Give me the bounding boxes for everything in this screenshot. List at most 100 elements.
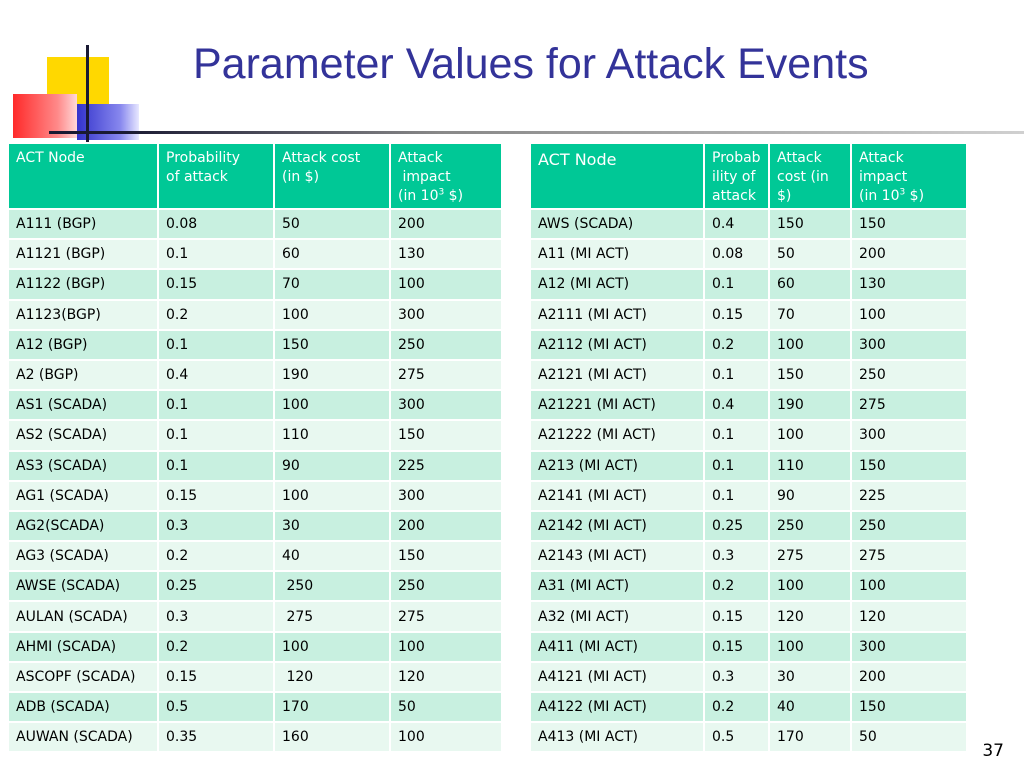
cell-cost: 110 bbox=[770, 451, 850, 480]
cell-node: AG3 (SCADA) bbox=[9, 542, 157, 571]
cell-probability: 0.3 bbox=[159, 511, 273, 541]
cell-cost: 170 bbox=[770, 723, 850, 752]
cell-cost: 150 bbox=[275, 330, 389, 359]
cell-impact: 150 bbox=[852, 451, 966, 480]
cell-node: AHMI (SCADA) bbox=[9, 632, 157, 661]
cell-probability: 0.4 bbox=[705, 391, 768, 420]
cell-probability: 0.25 bbox=[705, 511, 768, 541]
cell-probability: 0.5 bbox=[705, 723, 768, 752]
table-row: AHMI (SCADA) 0.2 100 100 bbox=[9, 632, 501, 661]
cell-node: ADB (SCADA) bbox=[9, 693, 157, 722]
cell-probability: 0.1 bbox=[159, 421, 273, 450]
cell-probability: 0.08 bbox=[705, 240, 768, 269]
table-row: A2 (BGP) 0.4 190 275 bbox=[9, 360, 501, 390]
cell-node: A2112 (MI ACT) bbox=[531, 330, 703, 359]
cell-probability: 0.1 bbox=[705, 270, 768, 299]
cell-cost: 100 bbox=[770, 632, 850, 661]
cell-impact: 275 bbox=[391, 602, 501, 631]
cell-probability: 0.1 bbox=[159, 391, 273, 420]
cell-probability: 0.3 bbox=[159, 602, 273, 631]
cell-cost: 150 bbox=[770, 360, 850, 390]
table-row: A2121 (MI ACT) 0.1 150 250 bbox=[531, 360, 966, 390]
cell-node: AG1 (SCADA) bbox=[9, 481, 157, 510]
table-row: A12 (MI ACT) 0.1 60 130 bbox=[531, 270, 966, 299]
cell-cost: 250 bbox=[770, 511, 850, 541]
left-header-attack-cost: Attack cost (in $) bbox=[275, 144, 389, 208]
cell-impact: 250 bbox=[391, 330, 501, 359]
cell-impact: 120 bbox=[852, 602, 966, 631]
cell-cost: 90 bbox=[275, 451, 389, 480]
cell-cost: 70 bbox=[770, 300, 850, 329]
title-divider-line bbox=[49, 131, 1024, 134]
table-row: A111 (BGP) 0.08 50 200 bbox=[9, 210, 501, 239]
cell-probability: 0.4 bbox=[159, 360, 273, 390]
table-row: A213 (MI ACT) 0.1 110 150 bbox=[531, 451, 966, 480]
cell-node: A32 (MI ACT) bbox=[531, 602, 703, 631]
cell-node: AS3 (SCADA) bbox=[9, 451, 157, 480]
table-row: A1121 (BGP) 0.1 60 130 bbox=[9, 240, 501, 269]
table-row: AS3 (SCADA) 0.1 90 225 bbox=[9, 451, 501, 480]
cell-cost: 60 bbox=[275, 240, 389, 269]
slide-title: Parameter Values for Attack Events bbox=[193, 40, 869, 88]
cell-impact: 120 bbox=[391, 662, 501, 691]
table-row: AWS (SCADA) 0.4 150 150 bbox=[531, 210, 966, 239]
cell-impact: 150 bbox=[852, 693, 966, 722]
table-row: A2143 (MI ACT) 0.3 275 275 bbox=[531, 542, 966, 571]
cell-probability: 0.1 bbox=[705, 360, 768, 390]
cell-impact: 100 bbox=[852, 300, 966, 329]
cell-cost: 100 bbox=[770, 572, 850, 601]
cell-probability: 0.35 bbox=[159, 723, 273, 752]
table-row: ASCOPF (SCADA) 0.15 120 120 bbox=[9, 662, 501, 691]
cell-probability: 0.5 bbox=[159, 693, 273, 722]
cell-cost: 120 bbox=[770, 602, 850, 631]
cell-cost: 40 bbox=[275, 542, 389, 571]
cell-node: A12 (MI ACT) bbox=[531, 270, 703, 299]
cell-probability: 0.15 bbox=[159, 662, 273, 691]
cell-cost: 100 bbox=[275, 632, 389, 661]
cell-probability: 0.08 bbox=[159, 210, 273, 239]
cell-probability: 0.2 bbox=[705, 330, 768, 359]
cell-impact: 150 bbox=[391, 542, 501, 571]
cell-cost: 70 bbox=[275, 270, 389, 299]
cell-impact: 275 bbox=[391, 360, 501, 390]
cell-impact: 300 bbox=[852, 330, 966, 359]
cell-probability: 0.2 bbox=[705, 693, 768, 722]
cell-probability: 0.2 bbox=[159, 300, 273, 329]
table-row: A2112 (MI ACT) 0.2 100 300 bbox=[531, 330, 966, 359]
page-number: 37 bbox=[982, 741, 1004, 761]
cell-impact: 225 bbox=[852, 481, 966, 510]
table-row: A11 (MI ACT) 0.08 50 200 bbox=[531, 240, 966, 269]
cell-node: AULAN (SCADA) bbox=[9, 602, 157, 631]
cell-node: A2143 (MI ACT) bbox=[531, 542, 703, 571]
cell-node: A411 (MI ACT) bbox=[531, 632, 703, 661]
right-header-attack-impact: Attack impact (in 103 $) bbox=[852, 144, 966, 208]
cell-node: A12 (BGP) bbox=[9, 330, 157, 359]
cell-node: A213 (MI ACT) bbox=[531, 451, 703, 480]
cell-impact: 250 bbox=[852, 511, 966, 541]
cell-cost: 170 bbox=[275, 693, 389, 722]
cell-impact: 200 bbox=[852, 662, 966, 691]
cell-cost: 40 bbox=[770, 693, 850, 722]
cell-impact: 150 bbox=[852, 210, 966, 239]
table-row: AULAN (SCADA) 0.3 275 275 bbox=[9, 602, 501, 631]
cell-probability: 0.1 bbox=[159, 240, 273, 269]
cell-impact: 100 bbox=[852, 572, 966, 601]
cell-node: A1121 (BGP) bbox=[9, 240, 157, 269]
left-table-header-row: ACT Node Probability of attack Attack cos… bbox=[9, 144, 501, 208]
cell-impact: 275 bbox=[852, 391, 966, 420]
right-header-act-node: ACT Node bbox=[531, 144, 703, 208]
cell-probability: 0.2 bbox=[705, 572, 768, 601]
cell-cost: 275 bbox=[770, 542, 850, 571]
cell-node: ASCOPF (SCADA) bbox=[9, 662, 157, 691]
cell-cost: 110 bbox=[275, 421, 389, 450]
cell-cost: 30 bbox=[275, 511, 389, 541]
cell-node: A111 (BGP) bbox=[9, 210, 157, 239]
cell-node: A2111 (MI ACT) bbox=[531, 300, 703, 329]
right-header-attack-cost: Attack cost (in $) bbox=[770, 144, 850, 208]
cell-impact: 130 bbox=[852, 270, 966, 299]
cell-cost: 100 bbox=[275, 481, 389, 510]
cell-impact: 300 bbox=[391, 300, 501, 329]
table-row: A21221 (MI ACT) 0.4 190 275 bbox=[531, 391, 966, 420]
cell-node: A2141 (MI ACT) bbox=[531, 481, 703, 510]
cell-cost: 100 bbox=[275, 391, 389, 420]
